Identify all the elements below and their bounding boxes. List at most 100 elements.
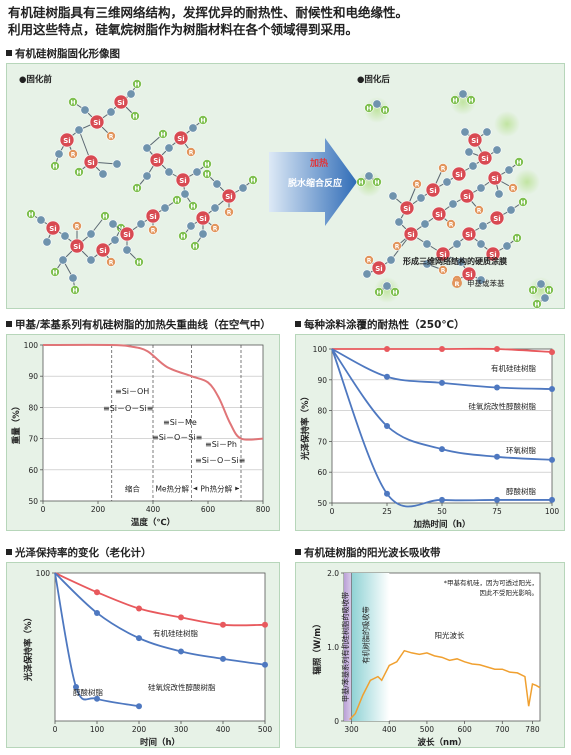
series-label: 有机硅硅树脂	[491, 363, 536, 373]
si-atom-label: Si	[199, 215, 206, 223]
y-tick-label: 50	[317, 499, 327, 508]
r-atom	[106, 131, 116, 141]
h-atom-label: H	[52, 270, 57, 277]
h-atom-label: H	[70, 100, 75, 107]
weight-curve	[42, 343, 264, 441]
o-atom	[164, 143, 174, 153]
si-atom-label: Si	[491, 175, 498, 183]
h-atom	[512, 233, 522, 243]
data-point	[494, 346, 500, 352]
x-tick-label: 25	[382, 507, 392, 516]
intro-line-2: 利用这些特点，硅氧烷树脂作为树脂材料在各个领域得到采用。	[8, 22, 359, 37]
chart3-title: 光泽保持率的变化（老化计）	[6, 545, 152, 560]
si-atom	[467, 132, 483, 148]
si-atom-label: Si	[463, 193, 470, 201]
h-atom-label: H	[200, 118, 205, 125]
data-point	[136, 605, 142, 612]
h-atom	[528, 285, 538, 295]
si-atom	[195, 210, 211, 226]
o-atom	[422, 259, 432, 269]
o-atom	[422, 239, 432, 249]
h-atom	[544, 285, 554, 295]
data-point	[439, 496, 445, 503]
r-group-label: R	[441, 166, 446, 173]
y-tick-label: 100	[313, 345, 328, 354]
o-atom	[60, 231, 70, 241]
r-atom	[392, 241, 402, 251]
o-atom	[464, 147, 474, 157]
y-tick-label: 100	[24, 341, 39, 350]
absorption-band-chart: 甲基/苯基系列有机硅树脂的吸收带 有机树脂的吸收带 0 1.0 2.0 300 400 500…	[312, 569, 541, 748]
h-atom-label: H	[52, 164, 57, 171]
h-atom-label: H	[118, 226, 123, 233]
si-atom-label: Si	[179, 177, 186, 185]
o-atom	[442, 177, 452, 187]
o-atom	[36, 215, 46, 225]
si-atom	[221, 188, 237, 204]
data-point	[262, 621, 268, 628]
h-atom	[188, 201, 198, 211]
before-label: ●固化前	[19, 74, 52, 85]
r-group-label: R	[395, 244, 400, 251]
region-label: Me热分解	[155, 484, 189, 494]
h-atom-label: H	[374, 180, 379, 187]
x-tick-label: 200	[91, 505, 106, 514]
h-atom-label: H	[250, 178, 255, 185]
x-tick-label: 200	[132, 725, 147, 734]
heat-arrow	[269, 138, 357, 226]
o-atom	[456, 257, 466, 267]
h-atom-label: H	[134, 186, 139, 193]
si-atom-label: Si	[123, 231, 130, 239]
x-axis-label: 温度（℃）	[131, 517, 175, 528]
h-atom	[202, 159, 212, 169]
si-atom	[175, 172, 191, 188]
o-atom	[238, 183, 248, 193]
o-atom	[476, 239, 486, 249]
h-atom-label: H	[366, 106, 371, 113]
data-point	[178, 614, 184, 621]
h-atom	[356, 177, 366, 187]
r-atom	[224, 207, 234, 217]
legend-r-swatch	[452, 278, 462, 288]
x-tick-label: 400	[216, 725, 231, 734]
si-atom-label: Si	[177, 135, 184, 143]
x-tick-label: 600	[201, 505, 216, 514]
y-tick-label: 80	[317, 407, 327, 416]
si-atom-label: Si	[455, 171, 462, 179]
data-point	[262, 661, 268, 668]
si-atom	[119, 226, 135, 242]
h-atom-label: H	[190, 204, 195, 211]
r-group-label: R	[441, 268, 446, 275]
r-atom	[68, 149, 78, 159]
r-group-label: R	[415, 182, 420, 189]
band2-label: 有机树脂的吸收带	[362, 606, 371, 664]
h-atom-label: H	[204, 172, 209, 179]
h-atom	[248, 175, 258, 185]
o-atom	[126, 89, 136, 99]
o-atom	[210, 203, 220, 213]
r-atom	[186, 147, 196, 157]
o-atom	[180, 189, 190, 199]
chart2-title: 每种涂料涂覆的耐热性（250℃）	[295, 317, 465, 332]
si-atom	[461, 226, 477, 242]
si-atom-label: Si	[87, 159, 94, 167]
reaction-formula: ≡Si－Me	[163, 418, 197, 427]
y-tick-label: 70	[317, 437, 327, 446]
h-atom	[50, 161, 60, 171]
x-tick-label: 0	[41, 505, 46, 514]
si-atom	[149, 152, 165, 168]
h-atom-label: H	[132, 114, 137, 121]
x-tick-label: 600	[457, 725, 472, 734]
reaction-formula: ≡Si－O－Si≡	[103, 404, 153, 413]
data-point	[178, 648, 184, 655]
region-label: Ph热分解	[200, 484, 232, 494]
plot-area	[54, 572, 266, 722]
o-atom	[122, 245, 132, 255]
o-atom	[502, 241, 512, 251]
r-group-label: R	[511, 186, 516, 193]
diagram-panel: ●固化前 ●固化后 加热 脱水缩合反应 Si H Si H R Si H R H Si H Si Si H R Si H…	[6, 63, 565, 309]
data-point	[384, 373, 390, 380]
y-tick-label: 2.0	[327, 569, 339, 578]
o-atom	[112, 159, 122, 169]
r-atom	[210, 223, 220, 233]
